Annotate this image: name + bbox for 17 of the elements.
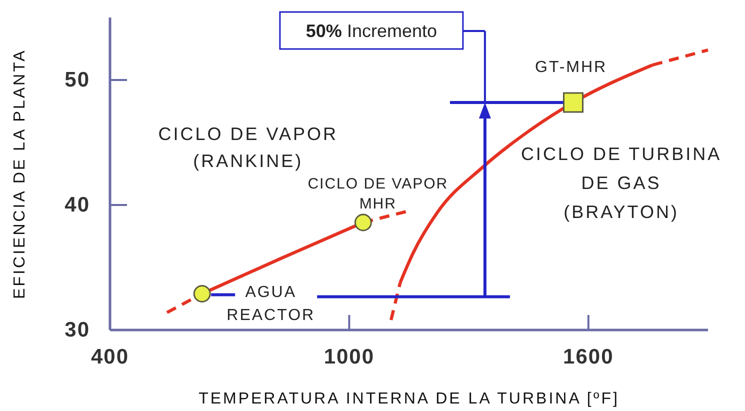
annotation: CICLO DE TURBINA DE GAS (BRAYTON) (520, 144, 722, 222)
x-tick-label: 1000 (324, 346, 375, 368)
annotation: CICLO DE VAPOR (RANKINE) (158, 124, 338, 171)
y-tick-label: 30 (64, 318, 90, 342)
x-axis-title: TEMPERATURA INTERNA DE LA TURBINA [ºF] (198, 390, 620, 408)
x-tick-label: 400 (90, 346, 130, 368)
y-axis-title: EFICIENCIA DE LA PLANTA (12, 48, 28, 299)
annotation: 50% Incremento (306, 21, 437, 41)
y-tick-label: 40 (64, 194, 90, 216)
annotation: GT-MHR (535, 59, 608, 76)
annotation: AGUA REACTOR (226, 284, 316, 324)
point (193, 285, 211, 302)
point (354, 214, 372, 232)
annotation: CICLO DE VAPOR MHR (308, 175, 448, 212)
y-tick-label: 50 (64, 68, 90, 92)
point (563, 92, 584, 113)
x-tick-label: 1600 (563, 346, 614, 368)
